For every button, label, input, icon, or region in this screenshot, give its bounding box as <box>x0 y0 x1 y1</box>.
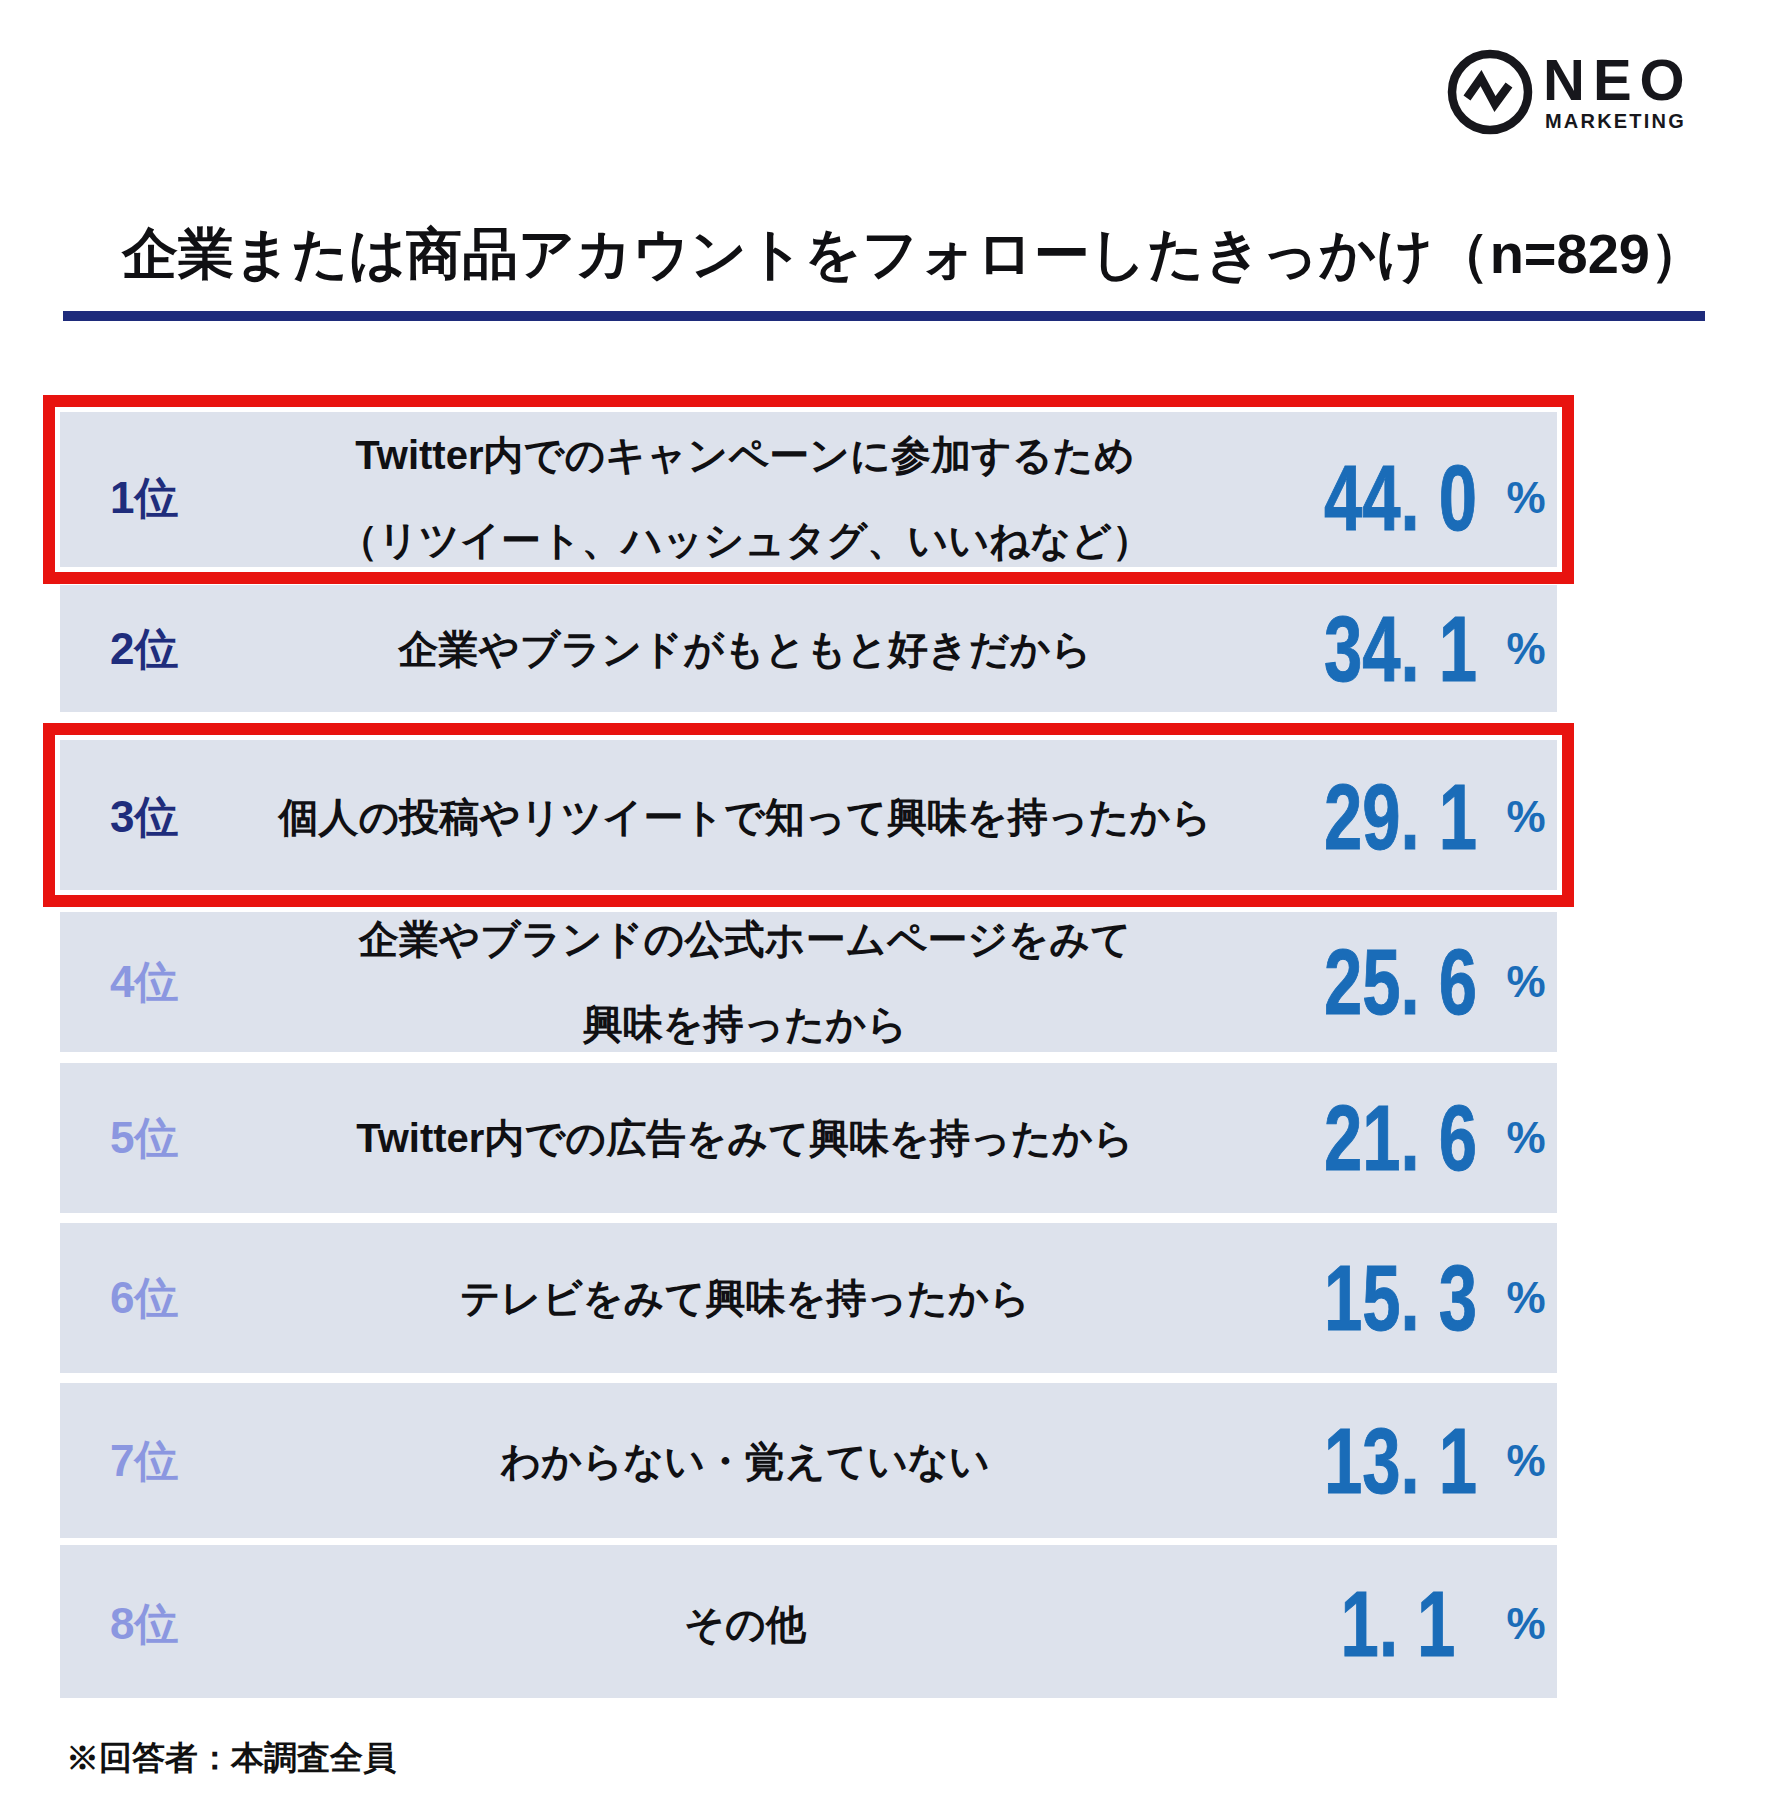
rank-label: 1位 <box>110 468 178 527</box>
row-label: 企業やブランドの公式ホームページをみて興味を持ったから <box>210 897 1280 1067</box>
percent-sign: % <box>1496 1599 1556 1649</box>
percent-sign: % <box>1496 473 1556 523</box>
percent-sign: % <box>1496 624 1556 674</box>
row-label: Twitter内でのキャンペーンに参加するため（リツイート、ハッシュタグ、いいね… <box>210 413 1280 583</box>
percent-sign: % <box>1496 957 1556 1007</box>
row-label: Twitter内での広告をみて興味を持ったから <box>210 1096 1280 1181</box>
ranking-row: 7位わからない・覚えていない 13. 1% <box>60 1383 1557 1538</box>
row-label: 企業やブランドがもともと好きだから <box>210 606 1280 691</box>
title-underline <box>63 311 1705 321</box>
row-value: 34. 1 <box>1324 595 1472 702</box>
infographic-page: NEO MARKETING 企業または商品アカウントをフォローしたきっかけ（n=… <box>0 0 1767 1816</box>
row-value: 15. 3 <box>1324 1245 1472 1352</box>
row-value: 13. 1 <box>1324 1407 1472 1514</box>
ranking-row: 6位テレビをみて興味を持ったから 15. 3% <box>60 1223 1557 1373</box>
footnote: ※回答者：本調査全員 <box>66 1736 396 1781</box>
rank-label: 8位 <box>110 1594 178 1653</box>
rank-label: 2位 <box>110 619 178 678</box>
row-value: 21. 6 <box>1324 1085 1472 1192</box>
row-value: 29. 1 <box>1324 764 1472 871</box>
rank-label: 6位 <box>110 1269 178 1328</box>
page-title: 企業または商品アカウントをフォローしたきっかけ（n=829） <box>122 217 1706 293</box>
ranking-row: 1位Twitter内でのキャンペーンに参加するため（リツイート、ハッシュタグ、い… <box>60 412 1557 567</box>
logo-subname: MARKETING <box>1545 110 1686 133</box>
rank-label: 5位 <box>110 1109 178 1168</box>
neo-marketing-logo: NEO MARKETING <box>1440 40 1700 140</box>
percent-sign: % <box>1496 792 1556 842</box>
percent-sign: % <box>1496 1113 1556 1163</box>
row-label: テレビをみて興味を持ったから <box>210 1256 1280 1341</box>
logo-name: NEO <box>1543 46 1693 113</box>
row-label: その他 <box>210 1581 1280 1666</box>
percent-sign: % <box>1496 1273 1556 1323</box>
ranking-row: 2位企業やブランドがもともと好きだから 34. 1% <box>60 585 1557 712</box>
row-value: 1. 1 <box>1324 1570 1472 1677</box>
pulse-zigzag-icon <box>1440 40 1540 140</box>
rank-label: 3位 <box>110 788 178 847</box>
row-value: 44. 0 <box>1324 444 1472 551</box>
row-label: わからない・覚えていない <box>210 1418 1280 1503</box>
ranking-row: 8位その他 1. 1% <box>60 1545 1557 1698</box>
ranking-row: 3位個人の投稿やリツイートで知って興味を持ったから 29. 1% <box>60 740 1557 890</box>
percent-sign: % <box>1496 1436 1556 1486</box>
ranking-row: 5位 Twitter内での広告をみて興味を持ったから 21. 6% <box>60 1063 1557 1213</box>
row-value: 25. 6 <box>1324 929 1472 1036</box>
rank-label: 4位 <box>110 953 178 1012</box>
rank-label: 7位 <box>110 1431 178 1490</box>
ranking-row: 4位企業やブランドの公式ホームページをみて興味を持ったから25. 6% <box>60 912 1557 1052</box>
row-label: 個人の投稿やリツイートで知って興味を持ったから <box>210 775 1280 860</box>
